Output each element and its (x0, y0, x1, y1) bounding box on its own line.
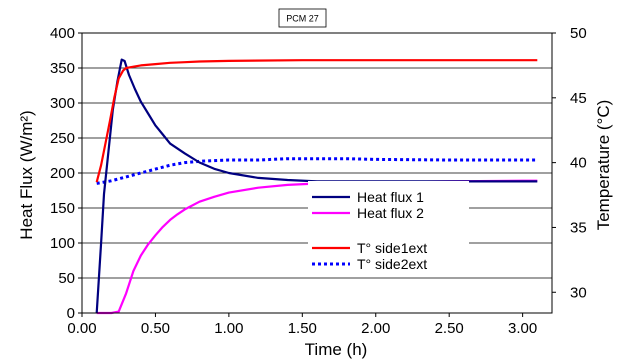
y-tick-label: 250 (50, 130, 75, 147)
legend-label: T° side1ext (357, 240, 427, 256)
y-tick-label: 300 (50, 95, 75, 112)
legend-label: Heat flux 2 (357, 205, 424, 221)
x-tick-label: 0.00 (67, 320, 96, 337)
x-axis-title: Time (h) (305, 340, 368, 359)
y-axis-right: 30 35 40 45 50 (552, 25, 587, 301)
y2-tick-label: 30 (570, 284, 587, 301)
y-tick-label: 350 (50, 60, 75, 77)
y-tick-label: 0 (67, 305, 75, 322)
x-tick-label: 1.00 (214, 320, 243, 337)
chart-title: PCM 27 (286, 14, 319, 24)
y-tick-label: 200 (50, 165, 75, 182)
y2-tick-label: 40 (570, 155, 587, 172)
y-axis-left-title: Heat Flux (W/m²) (17, 110, 36, 239)
series-line-3 (96, 157, 538, 185)
x-tick-label: 1.50 (288, 320, 317, 337)
chart-title-frame (278, 8, 327, 28)
y-tick-label: 400 (50, 25, 75, 42)
y2-tick-label: 50 (570, 25, 587, 42)
y-tick-label: 100 (50, 235, 75, 252)
legend-label: T° side2ext (357, 256, 427, 272)
y-axis-left: 0 50 100 150 200 250 300 350 400 (50, 25, 82, 322)
y-tick-label: 50 (58, 270, 75, 287)
x-tick-label: 2.00 (361, 320, 390, 337)
y2-tick-label: 35 (570, 219, 587, 236)
x-tick-label: 2.50 (435, 320, 464, 337)
y-axis-right-title: Temperature (°C) (594, 100, 613, 231)
chart-title-box: PCM 27 (278, 8, 327, 28)
series-line-2 (95, 59, 538, 183)
x-tick-label: 3.00 (508, 320, 537, 337)
x-tick-label: 0.50 (141, 320, 170, 337)
y-tick-label: 150 (50, 200, 75, 217)
legend-label: Heat flux 1 (357, 189, 424, 205)
x-axis: 0.00 0.50 1.00 1.50 2.00 2.50 3.00 (67, 313, 537, 337)
y2-tick-label: 45 (570, 90, 587, 107)
